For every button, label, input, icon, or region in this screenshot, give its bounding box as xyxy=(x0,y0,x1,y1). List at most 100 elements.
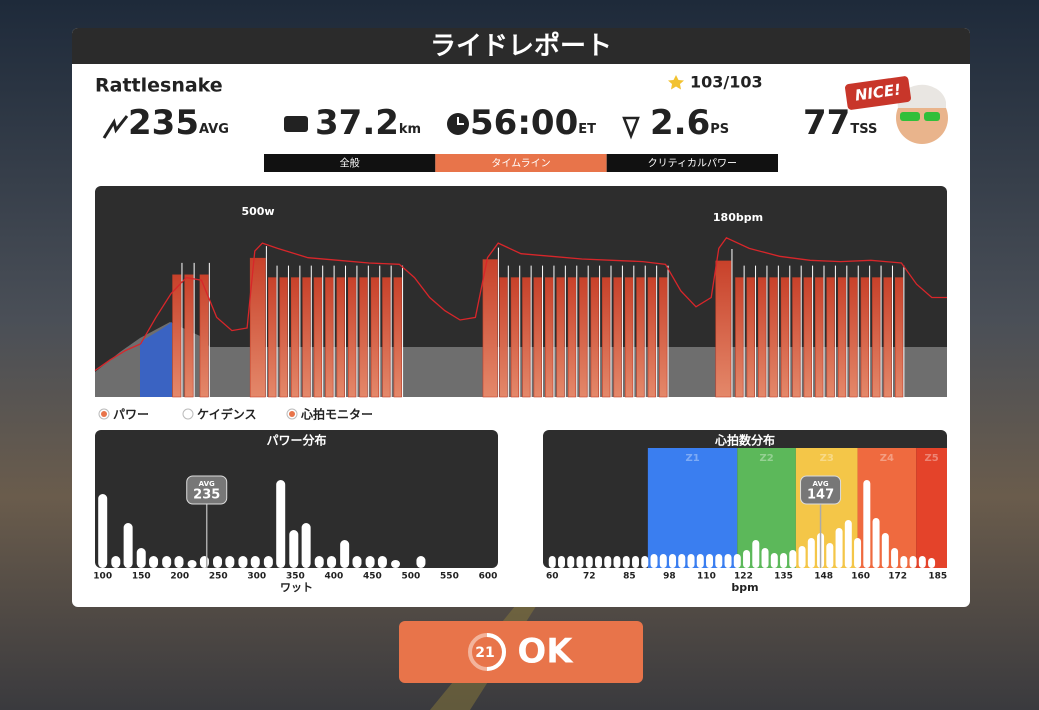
ok-label[interactable]: OK xyxy=(517,632,574,672)
power-bar xyxy=(803,277,812,398)
power-bar xyxy=(792,277,801,398)
tab[interactable] xyxy=(606,154,778,172)
power-bar xyxy=(826,277,835,398)
tab[interactable] xyxy=(264,154,436,172)
histogram-bar xyxy=(162,556,172,568)
hr-zone xyxy=(737,448,796,568)
x-tick-label: 110 xyxy=(697,572,716,582)
distance-icon xyxy=(284,116,308,132)
legend-label[interactable]: ケイデンス xyxy=(197,407,257,422)
x-tick-label: 300 xyxy=(247,572,266,582)
ok-button-bg[interactable] xyxy=(399,621,643,683)
power-bar xyxy=(769,277,778,398)
power-bar xyxy=(556,277,565,398)
heart-rate-line xyxy=(94,236,947,372)
avg-badge-value: 235 xyxy=(193,488,220,503)
power-bar xyxy=(510,277,520,398)
power-bar xyxy=(659,277,668,398)
histogram-bar xyxy=(807,538,815,568)
stat: 37.2km xyxy=(315,103,421,143)
power-bar xyxy=(780,277,790,398)
stat: 56:00ET xyxy=(470,103,596,143)
power-bar xyxy=(545,277,554,398)
tab[interactable] xyxy=(435,154,607,172)
stat-unit: AVG xyxy=(199,122,229,137)
stat-value: 37.2 xyxy=(315,103,399,143)
legend-radio xyxy=(182,408,194,420)
stat-value: 2.6 xyxy=(650,103,710,143)
histogram-bar xyxy=(928,558,936,568)
power-bars xyxy=(172,246,905,398)
histogram-bar xyxy=(548,556,556,568)
hr-zone-label: Z1 xyxy=(685,453,699,464)
histogram-bar xyxy=(225,556,235,568)
x-axis-label: ワット xyxy=(280,581,313,594)
histogram-bar xyxy=(706,554,714,568)
histogram-bar xyxy=(352,556,362,568)
stat-value: 235 xyxy=(128,103,199,143)
hr-zone-label: Z5 xyxy=(924,453,938,464)
histogram-bar xyxy=(416,556,426,568)
power-bar xyxy=(199,274,209,398)
power-bar xyxy=(647,277,656,398)
hr-zone-label: Z2 xyxy=(759,453,773,464)
histogram-bar xyxy=(650,554,658,568)
xp-text: 103/103 xyxy=(690,73,763,92)
x-tick-label: 135 xyxy=(774,572,793,582)
histogram-bar xyxy=(752,540,760,568)
x-tick-label: 600 xyxy=(479,572,498,582)
tab-label[interactable]: タイムライン xyxy=(491,158,550,170)
histogram-bar xyxy=(761,548,769,568)
histogram-bar xyxy=(595,556,603,568)
histogram-bar xyxy=(632,556,640,568)
tab-label[interactable]: 全般 xyxy=(340,157,360,170)
power-bar xyxy=(533,277,542,398)
histogram-bar xyxy=(678,554,686,568)
timer-progress xyxy=(486,633,506,671)
power-bar xyxy=(290,277,300,398)
power-bar xyxy=(249,257,266,398)
histogram-bar xyxy=(844,520,852,568)
avg-badge-label: AVG xyxy=(199,480,215,488)
xp-star xyxy=(668,75,684,90)
pizza-icon xyxy=(622,116,640,140)
histogram-bar xyxy=(798,546,806,568)
legend-label[interactable]: 心拍モニター xyxy=(300,407,373,422)
x-tick-label: 172 xyxy=(888,572,907,582)
power-bar xyxy=(279,277,288,398)
x-tick-label: 100 xyxy=(93,572,112,582)
ok-button[interactable]: 21 OK xyxy=(399,621,643,683)
power-bar xyxy=(268,277,277,398)
x-tick-label: 185 xyxy=(928,572,947,582)
histogram-bar xyxy=(715,554,723,568)
histogram-bar xyxy=(250,556,260,568)
x-tick-label: 500 xyxy=(402,572,421,582)
histogram-bar xyxy=(872,518,880,568)
power-bar xyxy=(359,277,368,398)
stat-unit: TSS xyxy=(850,122,877,137)
x-tick-label: 150 xyxy=(132,572,151,582)
legend-label[interactable]: パワー xyxy=(113,408,149,422)
histogram-bar xyxy=(377,556,387,568)
x-tick-label: 550 xyxy=(440,572,459,582)
tab-label[interactable]: クリティカルパワー xyxy=(648,158,737,170)
power-bar xyxy=(393,277,402,398)
panel-header xyxy=(72,28,970,64)
histogram-bar xyxy=(327,556,337,568)
power-bar xyxy=(613,277,622,398)
tab-bar: 全般 タイムライン クリティカルパワー xyxy=(264,154,778,172)
stat-unit: ET xyxy=(578,122,596,137)
stat-value: 56:00 xyxy=(470,103,578,143)
histogram-bar xyxy=(743,550,751,568)
histogram-bar xyxy=(365,556,375,568)
histogram-bar xyxy=(604,556,612,568)
power-bar xyxy=(636,277,645,398)
avatar-glasses xyxy=(900,112,920,121)
stats-row: 235AVG 37.2km 56:00ET 2.6PS 77TSS xyxy=(128,103,877,143)
stat-value: 77 xyxy=(803,103,850,143)
histogram-bar xyxy=(724,554,732,568)
legend-radio-dot xyxy=(289,411,295,417)
power-bar xyxy=(172,274,182,398)
power-bar xyxy=(382,277,391,398)
stat-unit: km xyxy=(399,122,421,137)
